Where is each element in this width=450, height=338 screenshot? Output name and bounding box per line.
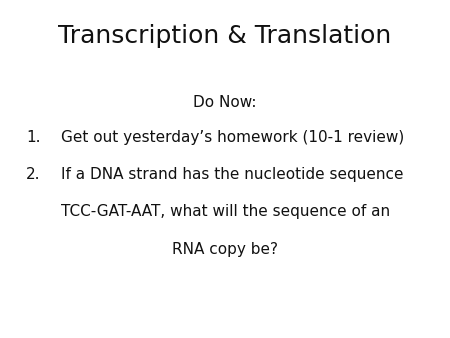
Text: 2.: 2. <box>26 167 40 182</box>
Text: TCC-GAT-AAT, what will the sequence of an: TCC-GAT-AAT, what will the sequence of a… <box>61 204 390 219</box>
Text: 1.: 1. <box>26 130 40 145</box>
Text: If a DNA strand has the nucleotide sequence: If a DNA strand has the nucleotide seque… <box>61 167 403 182</box>
Text: RNA copy be?: RNA copy be? <box>172 242 278 257</box>
Text: Get out yesterday’s homework (10-1 review): Get out yesterday’s homework (10-1 revie… <box>61 130 404 145</box>
Text: Transcription & Translation: Transcription & Translation <box>58 24 392 48</box>
Text: Do Now:: Do Now: <box>193 95 257 110</box>
